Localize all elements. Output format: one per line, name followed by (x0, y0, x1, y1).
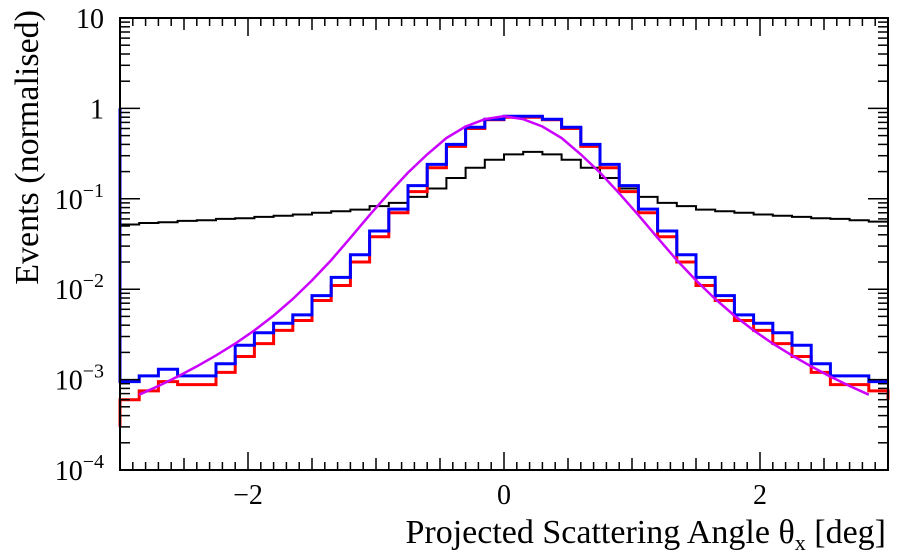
x-axis-title-main: Projected Scattering Angle θ (406, 514, 795, 551)
series-line-1 (119, 150, 889, 470)
y-tick-label-base: 10 (76, 4, 104, 35)
plot-series (118, 108, 890, 470)
series-line-2 (118, 115, 890, 427)
series-line-3 (118, 108, 888, 384)
y-tick-label-base: 10 (55, 456, 83, 487)
y-tick-label-base: 1 (90, 94, 104, 125)
y-tick-label: 10 (76, 4, 104, 35)
y-tick-label-exponent: −2 (83, 270, 104, 292)
x-axis-title: Projected Scattering Angle θx [deg] (406, 514, 887, 555)
y-tick-label-base: 10 (55, 185, 83, 216)
y-axis-title: Events (normalised) (9, 10, 46, 285)
y-tick-label: 10−1 (55, 180, 104, 216)
x-tick-label: 2 (753, 480, 767, 511)
y-tick-label-exponent: −3 (83, 361, 104, 383)
y-tick-label: 10−2 (55, 270, 104, 306)
y-tick-label-base: 10 (55, 275, 83, 306)
y-tick-label-base: 10 (55, 366, 83, 397)
tick-marks (119, 17, 889, 471)
y-tick-label: 10−3 (55, 361, 104, 397)
y-tick-label-exponent: −1 (83, 180, 104, 202)
y-tick-label: 10−4 (55, 451, 104, 487)
series-line-4 (138, 114, 870, 396)
x-tick-label: −2 (233, 480, 263, 511)
y-tick-label: 1 (90, 94, 104, 125)
y-tick-label-exponent: −4 (83, 451, 104, 473)
plot-frame (119, 17, 889, 471)
x-axis-title-subscript: x (795, 530, 806, 555)
x-axis-title-unit: [deg] (806, 514, 886, 551)
x-tick-label: 0 (497, 480, 511, 511)
